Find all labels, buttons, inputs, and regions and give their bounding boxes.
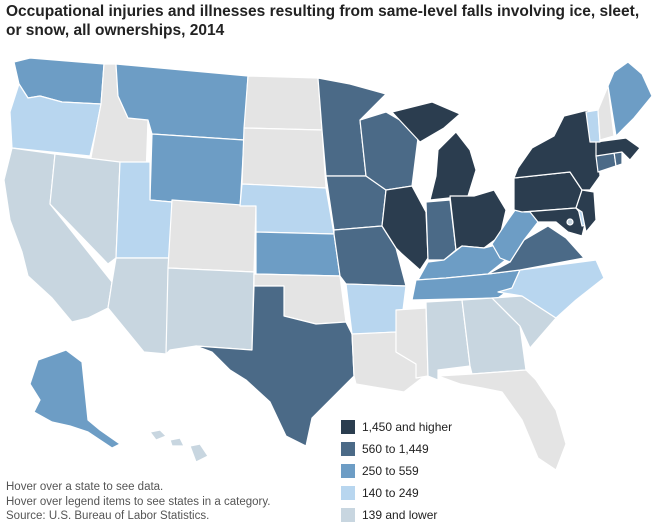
state-wy[interactable] bbox=[149, 133, 245, 209]
state-ri[interactable] bbox=[613, 151, 623, 167]
legend-item-250-to-559[interactable]: 250 to 559 bbox=[340, 460, 452, 482]
legend-swatch bbox=[340, 419, 356, 435]
state-ks[interactable] bbox=[255, 231, 341, 277]
state-vt[interactable] bbox=[585, 109, 601, 143]
source-note: Source: U.S. Bureau of Labor Statistics. bbox=[6, 510, 210, 522]
map-title: Occupational injuries and illnesses resu… bbox=[6, 3, 640, 39]
state-sd[interactable] bbox=[241, 127, 327, 189]
state-hi[interactable] bbox=[149, 429, 209, 463]
map-notes: Hover over a state to see data. Hover ov… bbox=[6, 480, 270, 524]
state-ma[interactable] bbox=[595, 137, 641, 161]
state-mi[interactable] bbox=[391, 101, 477, 201]
state-co[interactable] bbox=[167, 199, 257, 273]
legend: 1,450 and higher 560 to 1,449 250 to 559… bbox=[340, 416, 452, 526]
legend-swatch bbox=[340, 485, 356, 501]
state-il[interactable] bbox=[381, 185, 429, 271]
state-nc[interactable] bbox=[497, 259, 605, 319]
legend-item-560-to-1449[interactable]: 560 to 1,449 bbox=[340, 438, 452, 460]
state-wi[interactable] bbox=[359, 111, 419, 191]
state-tx[interactable] bbox=[195, 285, 355, 447]
legend-label: 560 to 1,449 bbox=[362, 442, 429, 456]
legend-label: 250 to 559 bbox=[362, 464, 419, 478]
legend-item-1450-and-higher[interactable]: 1,450 and higher bbox=[340, 416, 452, 438]
state-nv[interactable] bbox=[49, 153, 121, 265]
state-pa[interactable] bbox=[513, 171, 583, 213]
legend-label: 140 to 249 bbox=[362, 486, 419, 500]
legend-item-139-and-lower[interactable]: 139 and lower bbox=[340, 504, 452, 526]
state-ak[interactable] bbox=[29, 349, 121, 449]
state-az[interactable] bbox=[107, 257, 171, 355]
state-nh[interactable] bbox=[597, 85, 615, 141]
legend-label: 1,450 and higher bbox=[362, 420, 453, 434]
state-sc[interactable] bbox=[491, 295, 557, 349]
state-fl[interactable] bbox=[437, 369, 567, 471]
state-nm[interactable] bbox=[165, 267, 255, 355]
legend-swatch bbox=[340, 507, 356, 523]
legend-swatch bbox=[340, 441, 356, 457]
legend-label: 139 and lower bbox=[362, 508, 438, 522]
state-me[interactable] bbox=[607, 61, 653, 137]
us-states-map bbox=[3, 57, 653, 471]
legend-item-140-to-249[interactable]: 140 to 249 bbox=[340, 482, 452, 504]
hover-legend-note: Hover over legend items to see states in… bbox=[6, 495, 271, 508]
state-nd[interactable] bbox=[243, 75, 323, 131]
hover-state-note: Hover over a state to see data. bbox=[6, 481, 164, 493]
state-dc[interactable] bbox=[566, 218, 574, 226]
legend-swatch bbox=[340, 463, 356, 479]
state-nj[interactable] bbox=[575, 189, 597, 233]
